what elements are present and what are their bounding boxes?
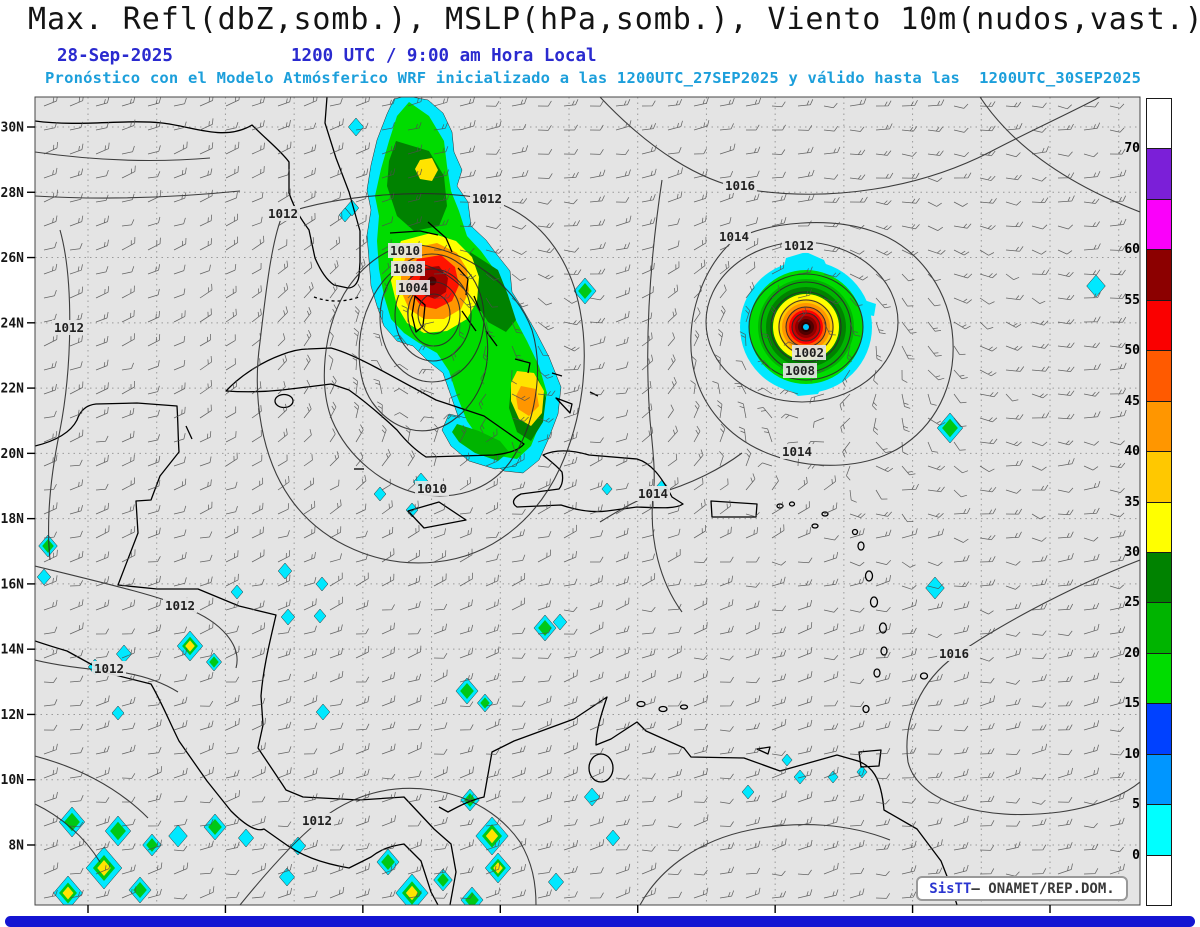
isobar-label: 1012	[302, 813, 332, 828]
colorbar-segment	[1146, 451, 1172, 503]
isobar-label: 1012	[472, 191, 502, 206]
isobar-label: 1012	[784, 238, 814, 253]
colorbar-segment	[1146, 501, 1172, 553]
isobar-label: 1010	[417, 481, 447, 496]
wind-barbs	[43, 97, 1127, 901]
cuba-coast	[225, 347, 525, 458]
bottom-bar	[5, 916, 1195, 927]
isobar-label: 1012	[94, 661, 124, 676]
colorbar-segment	[1146, 854, 1172, 906]
colorbar-segment	[1146, 98, 1172, 150]
colorbar-tick-label: 10	[1124, 746, 1140, 762]
credit-org: — ONAMET/REP.DOM.	[971, 880, 1115, 897]
isobar-label: 1008	[393, 261, 423, 276]
wind-barbs-layer	[43, 97, 1127, 901]
colorbar-tick-label: 5	[1132, 797, 1140, 813]
isobar-label: 1012	[268, 206, 298, 221]
colorbar-segment	[1146, 753, 1172, 806]
central-america-caribbean-coast	[35, 402, 457, 905]
map-background	[35, 97, 1140, 905]
colorbar-segment	[1146, 350, 1172, 402]
cozumel-island	[185, 425, 193, 440]
isobar-label: 1014	[719, 229, 749, 244]
colorbar-segment	[1146, 249, 1172, 301]
storm-darkgreen-2	[466, 252, 516, 332]
colorbar-segment	[1146, 148, 1172, 200]
isobar-label: 1004	[398, 280, 428, 295]
south-america-coast	[438, 696, 958, 905]
colorbar-segment	[1146, 400, 1172, 453]
colorbar-segment	[1146, 703, 1172, 755]
colorbar-tick-label: 0	[1132, 847, 1140, 863]
forecast-date: 28-Sep-2025	[57, 46, 173, 66]
colorbar-tick-label: 45	[1124, 393, 1140, 409]
lat-tick-label: 28N	[1, 186, 25, 201]
colorbar-tick-label: 15	[1124, 696, 1140, 712]
page-title: Max. Refl(dbZ,somb.), MSLP(hPa,somb.), V…	[28, 2, 1200, 37]
isobar-label: 1016	[725, 178, 755, 193]
colorbar-tick-label: 20	[1124, 645, 1140, 661]
isobar-label: 1012	[54, 320, 84, 335]
colorbar-segment	[1146, 804, 1172, 856]
map-frame	[34, 96, 1141, 906]
lat-tick-label: 20N	[1, 447, 25, 462]
lat-tick-label: 16N	[1, 577, 25, 592]
lat-tick-label: 12N	[1, 708, 25, 723]
lat-tick-label: 22N	[1, 382, 25, 397]
isobar-label: 1016	[939, 646, 969, 661]
colorbar-segment	[1146, 602, 1172, 654]
isla-juventud	[274, 393, 294, 409]
colorbar-tick-label: 50	[1124, 343, 1140, 359]
isobar-label: 1014	[782, 444, 812, 459]
lake-maracaibo	[588, 753, 614, 783]
reflectivity-colorbar: 70 60 55 50 45 40 35 30 25 20 15 10 5 0	[1102, 98, 1180, 910]
gulf-florida-coast	[35, 97, 361, 289]
lat-tick-label: 10N	[1, 773, 25, 788]
isobar-label: 1002	[794, 345, 824, 360]
colorbar-tick-label: 60	[1124, 242, 1140, 258]
credit-brand: SisTT	[929, 880, 972, 897]
central-america-pacific-coast	[35, 640, 439, 905]
colorbar-tick-label: 30	[1124, 544, 1140, 560]
hispaniola-coast	[512, 450, 684, 513]
puerto-rico-coast	[710, 500, 758, 518]
lat-tick-label: 8N	[8, 838, 24, 853]
isobar-label: 1012	[165, 598, 195, 613]
lat-tick-label: 24N	[1, 316, 25, 331]
lat-tick-label: 30N	[1, 121, 25, 136]
colorbar-tick-label: 55	[1124, 292, 1140, 308]
margarita-island	[756, 746, 771, 755]
trinidad-island	[858, 749, 882, 768]
lesser-antilles-islands	[636, 501, 929, 714]
coastlines-layer	[35, 97, 958, 905]
lat-tick-label: 14N	[1, 643, 25, 658]
model-init-text: Pronóstico con el Modelo Atmósferico WRF…	[45, 69, 1142, 87]
isobar-label: 1010	[390, 243, 420, 258]
scattered-storm-cells	[36, 117, 1106, 905]
isobar-labels-layer: 1012 1012 1016 1014 1012 1010 1008 1004 1012 1002…	[52, 178, 971, 828]
forecast-time: 1200 UTC / 9:00 am Hora Local	[291, 46, 597, 66]
colorbar-segment	[1146, 652, 1172, 705]
colorbar-segment	[1146, 299, 1172, 352]
bahamas-islands	[389, 221, 599, 414]
storm-band-green	[452, 424, 509, 461]
colorbar-tick-label: 25	[1124, 595, 1140, 611]
lat-tick-label: 18N	[1, 512, 25, 527]
colorbar-tick-label: 35	[1124, 494, 1140, 510]
storm-yellow-top	[415, 158, 438, 181]
credit-badge: SisTT — ONAMET/REP.DOM.	[916, 876, 1128, 901]
jamaica-coast	[407, 501, 467, 529]
lat-tick-label: 26N	[1, 251, 25, 266]
colorbar-segment	[1146, 198, 1172, 251]
colorbar-segment	[1146, 551, 1172, 604]
colorbar-tick-label: 70	[1124, 141, 1140, 157]
isobar-label: 1008	[785, 363, 815, 378]
colorbar-tick-label: 40	[1124, 444, 1140, 460]
isobar-label: 1014	[638, 486, 668, 501]
